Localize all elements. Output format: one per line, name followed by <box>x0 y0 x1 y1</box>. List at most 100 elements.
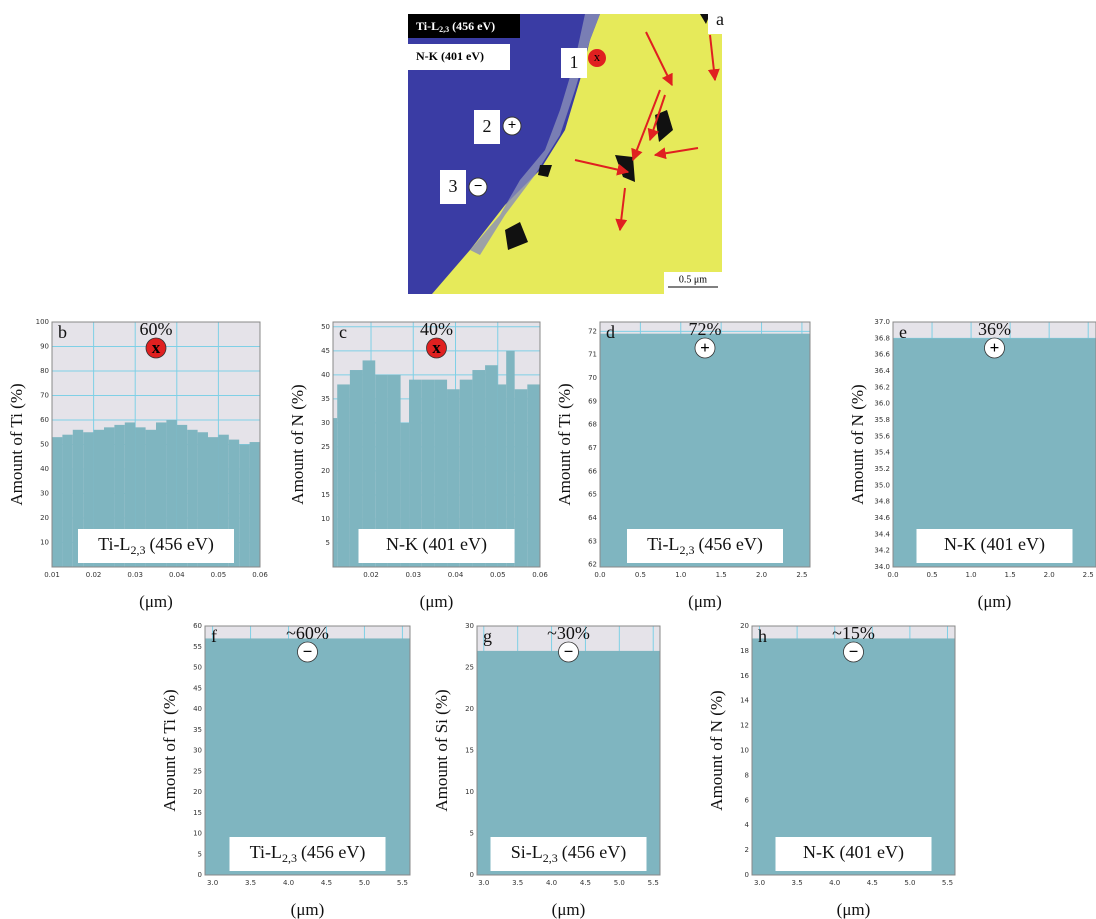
y-tick-label: 36.2 <box>874 383 890 391</box>
chart: 0510152025303.03.54.04.55.05.5g~30%−Si-L… <box>432 622 660 919</box>
chart: 34.034.234.434.634.835.035.235.435.635.8… <box>848 318 1096 611</box>
y-tick-label: 20 <box>465 705 474 713</box>
label-sub: 2,3 <box>282 851 297 865</box>
x-tick-label: 5.0 <box>904 879 915 887</box>
label-sub: 2,3 <box>130 543 145 557</box>
series-label: N-K (401 eV) <box>386 534 487 555</box>
y-tick-label: 6 <box>745 796 750 804</box>
y-tick-label: 50 <box>321 323 330 331</box>
marker-symbol: + <box>990 338 1000 357</box>
x-tick-label: 0.06 <box>532 571 548 579</box>
panel-letter: g <box>483 626 492 646</box>
x-tick-label: 4.5 <box>580 879 591 887</box>
y-tick-label: 40 <box>321 371 330 379</box>
panel-letter: e <box>899 322 907 342</box>
y-tick-label: 10 <box>740 747 749 755</box>
y-tick-label: 35.8 <box>874 416 890 424</box>
y-tick-label: 36.4 <box>874 367 890 375</box>
label-text: (456 eV) <box>301 842 365 863</box>
legend-n: N-K (401 eV) <box>416 49 484 63</box>
page: {"panel_a": {"letter": "a", "legend": [{… <box>0 0 1096 919</box>
series-label: Ti-L2,3(456 eV) <box>647 534 763 557</box>
annotation: 60% <box>140 319 173 339</box>
y-tick-label: 70 <box>40 392 49 400</box>
bar <box>52 437 62 567</box>
y-tick-label: 80 <box>40 367 49 375</box>
x-axis-label: (μm) <box>420 592 454 611</box>
x-tick-label: 1.5 <box>716 571 727 579</box>
y-tick-label: 8 <box>745 771 749 779</box>
y-tick-label: 37.0 <box>874 318 890 326</box>
legend-sub: 2,3 <box>439 25 449 34</box>
panel-letter: d <box>606 322 615 342</box>
chart: 0510152025303540455055603.03.54.04.55.05… <box>160 622 410 919</box>
annotation: ~30% <box>547 623 590 643</box>
legend-text: (456 eV) <box>452 19 495 33</box>
x-tick-label: 0.03 <box>127 571 143 579</box>
y-tick-label: 15 <box>193 809 202 817</box>
label-text: N-K (401 eV) <box>386 534 487 555</box>
y-axis-label: Amount of Ti (%) <box>160 689 179 811</box>
y-tick-label: 30 <box>465 622 474 630</box>
x-tick-label: 3.5 <box>512 879 523 887</box>
scale-label: 0.5 μm <box>679 274 707 285</box>
y-tick-label: 71 <box>588 351 597 359</box>
y-tick-label: 0 <box>470 871 474 879</box>
annotation: 72% <box>689 319 722 339</box>
y-tick-label: 55 <box>193 643 202 651</box>
label-text: Ti-L <box>250 842 282 862</box>
y-tick-label: 0 <box>745 871 749 879</box>
chart: 62636465666768697071720.00.51.01.52.02.5… <box>555 319 810 611</box>
point-label: 3 <box>449 176 458 196</box>
y-tick-label: 10 <box>465 788 474 796</box>
y-tick-label: 18 <box>740 647 749 655</box>
x-tick-label: 5.5 <box>648 879 659 887</box>
marker-symbol: − <box>564 642 574 661</box>
y-tick-label: 34.4 <box>874 530 890 538</box>
label-text: Ti-L <box>647 534 679 554</box>
y-tick-label: 20 <box>40 514 49 522</box>
x-tick-label: 0.05 <box>211 571 227 579</box>
marker-symbol: x <box>594 49 601 64</box>
y-tick-label: 45 <box>193 684 202 692</box>
x-tick-label: 4.5 <box>867 879 878 887</box>
y-tick-label: 0 <box>198 871 202 879</box>
marker-symbol: − <box>303 642 313 661</box>
y-tick-label: 35.4 <box>874 449 890 457</box>
y-tick-label: 36.0 <box>874 400 890 408</box>
y-tick-label: 34.2 <box>874 547 890 555</box>
y-tick-label: 36.6 <box>874 351 890 359</box>
x-tick-label: 0.04 <box>448 571 464 579</box>
y-tick-label: 30 <box>193 747 202 755</box>
x-tick-label: 2.5 <box>796 571 807 579</box>
y-tick-label: 5 <box>198 850 202 858</box>
x-tick-label: 0.0 <box>594 571 605 579</box>
bar <box>250 442 260 567</box>
x-tick-label: 2.5 <box>1083 571 1094 579</box>
y-tick-label: 65 <box>588 491 597 499</box>
panel-letter: a <box>716 9 724 29</box>
marker-symbol: − <box>474 178 483 194</box>
x-tick-label: 0.04 <box>169 571 185 579</box>
series-label: Si-L2,3(456 eV) <box>511 842 627 865</box>
x-axis-label: (μm) <box>291 900 325 919</box>
series-label: Ti-L2,3(456 eV) <box>98 534 214 557</box>
x-tick-label: 0.05 <box>490 571 506 579</box>
label-text: Ti-L <box>98 534 130 554</box>
y-tick-label: 50 <box>193 664 202 672</box>
x-tick-label: 1.0 <box>675 571 686 579</box>
chart: 024681012141618203.03.54.04.55.05.5h~15%… <box>707 622 955 919</box>
marker-symbol: − <box>849 642 859 661</box>
panel-letter: c <box>339 322 347 342</box>
x-tick-label: 5.5 <box>397 879 408 887</box>
x-tick-label: 0.02 <box>86 571 102 579</box>
y-tick-label: 20 <box>740 622 749 630</box>
y-tick-label: 72 <box>588 327 597 335</box>
x-tick-label: 0.01 <box>44 571 60 579</box>
point-label: 1 <box>570 52 579 72</box>
annotation: ~15% <box>832 623 875 643</box>
y-tick-label: 100 <box>36 318 49 326</box>
y-tick-label: 34.0 <box>874 563 890 571</box>
y-tick-label: 40 <box>193 705 202 713</box>
annotation: 40% <box>420 319 453 339</box>
